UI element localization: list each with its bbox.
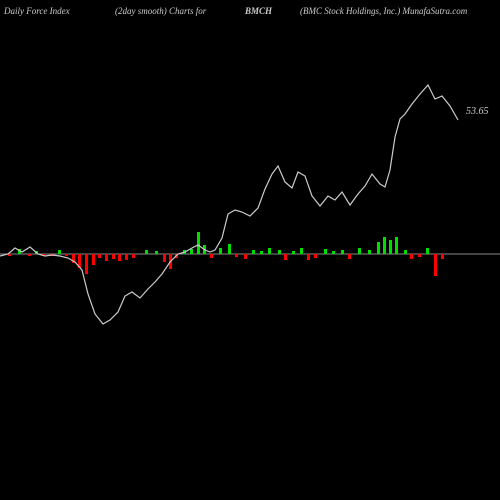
chart-canvas	[0, 24, 500, 500]
header-right: (BMC Stock Holdings, Inc.) MunafaSutra.c…	[300, 6, 467, 16]
last-price-label: 53.65	[466, 106, 489, 117]
chart-header: Daily Force Index (2day smooth) Charts f…	[0, 6, 500, 24]
header-left: Daily Force Index	[4, 6, 70, 16]
header-ticker: BMCH	[245, 6, 272, 16]
force-index-chart	[0, 24, 500, 500]
header-mid: (2day smooth) Charts for	[115, 6, 206, 16]
